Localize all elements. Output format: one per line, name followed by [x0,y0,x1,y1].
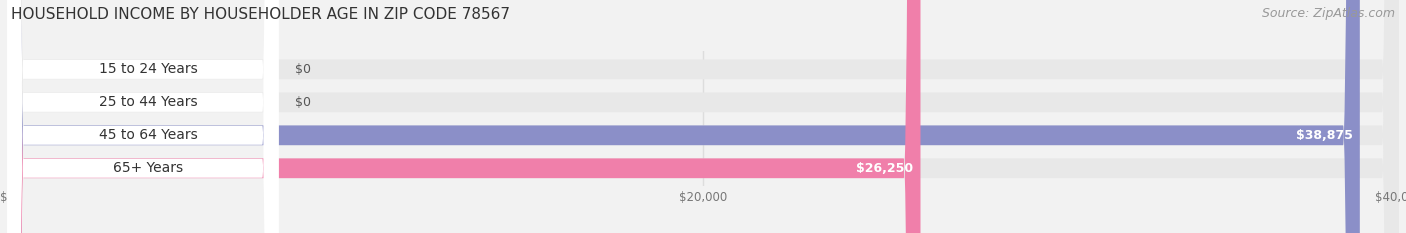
Text: 45 to 64 Years: 45 to 64 Years [98,128,198,142]
Text: 65+ Years: 65+ Years [112,161,183,175]
Text: 25 to 44 Years: 25 to 44 Years [98,95,197,109]
Text: $0: $0 [295,63,311,76]
FancyBboxPatch shape [7,0,278,233]
FancyBboxPatch shape [7,0,278,233]
Text: $26,250: $26,250 [856,162,914,175]
Text: $0: $0 [295,96,311,109]
FancyBboxPatch shape [7,0,1399,233]
FancyBboxPatch shape [7,0,1399,233]
Text: HOUSEHOLD INCOME BY HOUSEHOLDER AGE IN ZIP CODE 78567: HOUSEHOLD INCOME BY HOUSEHOLDER AGE IN Z… [11,7,510,22]
FancyBboxPatch shape [7,0,1399,233]
Text: Source: ZipAtlas.com: Source: ZipAtlas.com [1261,7,1395,20]
FancyBboxPatch shape [7,0,278,233]
FancyBboxPatch shape [7,0,278,233]
FancyBboxPatch shape [7,0,921,233]
FancyBboxPatch shape [7,0,1399,233]
Text: 15 to 24 Years: 15 to 24 Years [98,62,198,76]
FancyBboxPatch shape [7,0,1360,233]
Text: $38,875: $38,875 [1296,129,1353,142]
